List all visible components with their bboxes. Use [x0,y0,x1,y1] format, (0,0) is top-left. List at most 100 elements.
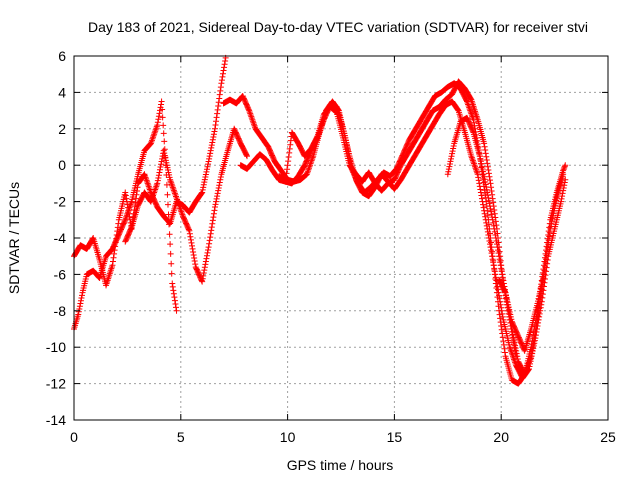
data-point-marker [484,192,491,199]
data-point-marker [480,204,487,211]
data-point-marker [221,64,228,71]
data-point-marker [218,77,225,84]
data-point-marker [543,252,550,259]
data-point-marker [559,190,566,197]
data-point-marker [168,270,175,277]
data-point-marker [164,191,171,198]
data-point-marker [484,189,491,196]
data-point-marker [541,267,548,274]
data-point-marker [200,184,207,191]
data-point-marker [489,256,496,263]
data-point-marker [498,307,505,314]
data-point-marker [482,181,489,188]
data-point-marker [551,207,558,214]
data-point-marker [487,180,494,187]
data-point-marker [493,222,500,229]
data-point-marker [477,186,484,193]
data-point-marker [495,250,502,257]
data-point-marker [497,301,504,308]
data-point-marker [448,153,455,160]
data-point-marker [485,231,492,238]
data-point-marker [76,303,83,310]
data-point-marker [478,160,485,167]
data-point-marker [513,347,520,354]
data-point-marker [492,274,499,281]
data-point-marker [286,145,293,152]
data-point-marker [482,216,489,223]
data-point-marker [492,231,499,238]
data-point-marker [500,341,507,348]
data-point-marker [490,222,497,229]
data-point-marker [491,228,498,235]
data-point-marker [484,160,491,167]
data-point-marker [216,182,223,189]
data-point-marker [96,274,103,281]
y-tick-label: -10 [46,339,66,355]
data-point-marker [123,195,130,202]
data-point-marker [161,146,168,153]
data-point-marker [204,249,211,256]
y-tick-label: 6 [58,48,66,64]
data-point-marker [159,155,166,162]
data-point-marker [169,280,176,287]
data-point-marker [494,286,501,293]
data-point-marker [168,260,175,267]
data-point-marker [158,98,165,105]
data-point-marker [192,261,199,268]
data-point-marker [155,172,162,179]
y-tick-label: -2 [54,194,67,210]
data-point-marker [220,67,227,74]
data-point-marker [287,137,294,144]
data-point-marker [474,171,481,178]
data-point-marker [543,256,550,263]
data-point-marker [214,106,221,113]
data-point-marker [208,142,215,149]
data-point-marker [476,153,483,160]
data-point-marker [549,215,556,222]
data-point-marker [202,258,209,265]
data-point-marker [201,267,208,274]
y-tick-label: -14 [46,412,66,428]
data-point-marker [286,149,293,156]
data-point-marker [531,332,538,339]
data-point-marker [482,147,489,154]
data-point-marker [547,223,554,230]
data-point-marker [165,211,172,218]
data-point-marker [483,186,490,193]
data-point-marker [167,250,174,257]
data-point-marker [497,298,504,305]
data-point-marker [216,179,223,186]
data-point-marker [490,219,497,226]
data-point-marker [109,262,116,269]
series-trace-6 [276,78,520,360]
data-point-marker [560,166,567,173]
data-point-marker [467,95,474,102]
data-point-marker [210,214,217,221]
x-tick-label: 25 [600,429,616,445]
data-point-marker [531,335,538,342]
data-point-marker [208,224,215,231]
data-point-marker [132,195,139,202]
data-point-marker [477,189,484,196]
series-trace-8 [496,271,547,354]
data-point-marker [469,128,476,135]
data-point-marker [493,238,500,245]
data-point-marker [546,229,553,236]
data-point-marker [552,200,559,207]
data-point-marker [122,189,129,196]
data-point-marker [491,225,498,232]
data-point-marker [558,198,565,205]
data-point-marker [186,227,193,234]
data-point-marker [207,230,214,237]
data-point-marker [509,331,516,338]
data-point-marker [200,270,207,277]
data-point-marker [483,153,490,160]
data-point-marker [208,227,215,234]
data-point-marker [156,110,163,117]
data-point-marker [499,313,506,320]
y-tick-label: 2 [58,121,66,137]
data-point-marker [111,250,118,257]
data-point-marker [110,254,117,261]
data-point-marker [186,230,193,237]
data-point-marker [213,114,220,121]
